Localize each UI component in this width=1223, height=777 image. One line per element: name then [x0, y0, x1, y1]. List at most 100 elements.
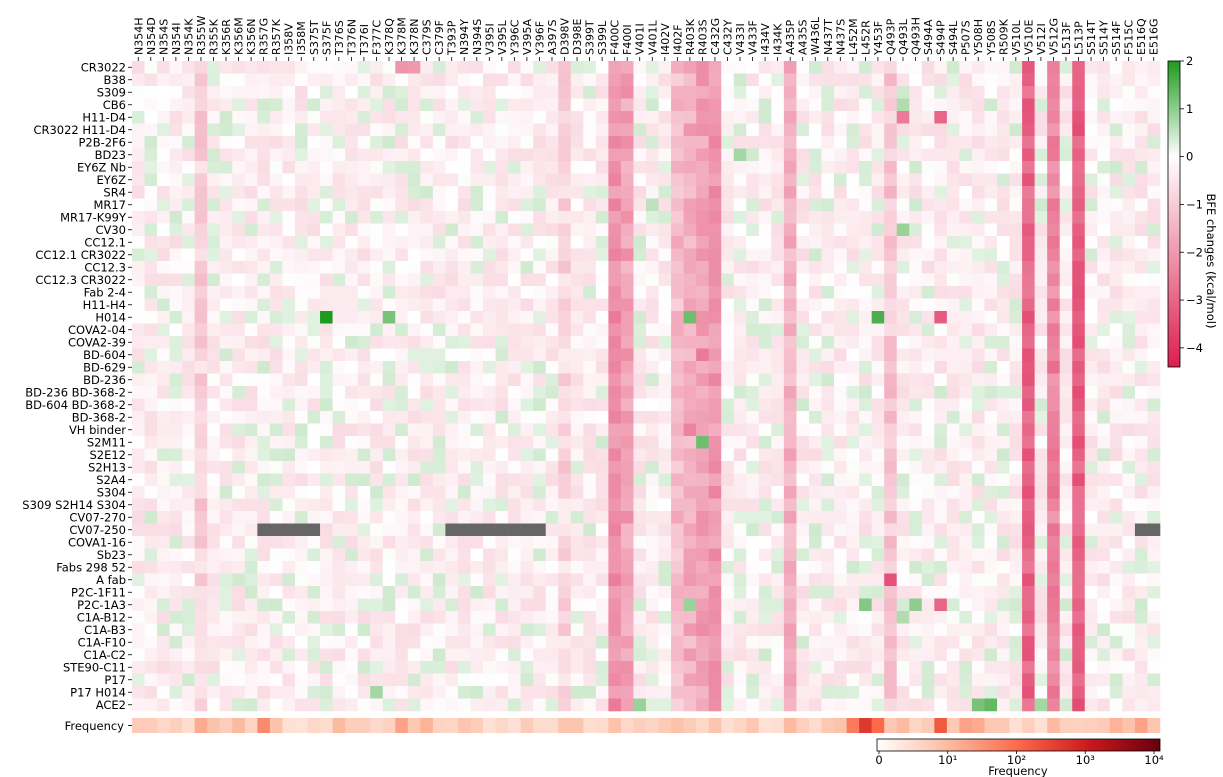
heatmap-cell — [395, 661, 409, 674]
heatmap-cell — [470, 336, 484, 349]
heatmap-cell — [771, 536, 785, 549]
heatmap-cell — [1109, 486, 1123, 499]
heatmap-cell — [721, 661, 735, 674]
heatmap-cell — [307, 211, 321, 224]
heatmap-cell — [997, 561, 1010, 574]
heatmap-cell — [921, 486, 935, 499]
heatmap-cell — [182, 161, 195, 174]
heatmap-cell — [1072, 298, 1086, 312]
heatmap-cell — [583, 636, 597, 649]
heatmap-cell — [1122, 473, 1136, 487]
heatmap-cell — [633, 323, 647, 337]
heatmap-cell — [746, 698, 760, 712]
heatmap-cell — [395, 323, 409, 337]
heatmap-cell — [269, 398, 283, 412]
heatmap-cell — [1047, 236, 1061, 249]
heatmap-cell — [357, 248, 371, 262]
heatmap-cell — [1034, 661, 1048, 674]
heatmap-cell — [219, 511, 233, 524]
heatmap-cell — [1084, 673, 1098, 687]
heatmap-cell — [194, 548, 208, 562]
heatmap-cell — [407, 173, 421, 187]
heatmap-cell — [244, 311, 258, 324]
heatmap-cell — [1009, 223, 1023, 237]
heatmap-cell — [157, 436, 170, 449]
heatmap-cell — [345, 148, 358, 162]
heatmap-cell — [959, 323, 973, 337]
heatmap-cell — [884, 511, 898, 524]
heatmap-cell — [244, 223, 258, 237]
column-label: N354I — [170, 23, 183, 55]
heatmap-cell — [1072, 623, 1086, 637]
heatmap-cell — [483, 336, 496, 349]
heatmap-cell — [1047, 473, 1061, 487]
heatmap-cell — [846, 173, 860, 187]
heatmap-cell — [320, 361, 333, 374]
heatmap-cell — [595, 61, 609, 74]
heatmap-cell — [859, 548, 872, 562]
heatmap-cell — [432, 573, 446, 587]
heatmap-cell — [633, 161, 647, 174]
column-label: I402V — [659, 23, 672, 55]
heatmap-cell — [445, 211, 459, 224]
heatmap-cell — [144, 136, 158, 149]
heatmap-cell — [608, 186, 622, 199]
heatmap-cell — [934, 648, 948, 662]
heatmap-cell — [871, 323, 885, 337]
heatmap-cell — [132, 298, 145, 312]
heatmap-cell — [169, 648, 183, 662]
heatmap-cell — [1047, 673, 1061, 687]
row-label: C1A-B12 — [77, 610, 126, 624]
heatmap-cell — [633, 286, 647, 299]
heatmap-cell — [997, 323, 1010, 337]
heatmap-cell — [307, 636, 321, 649]
heatmap-cell — [558, 386, 572, 399]
heatmap-cell — [595, 423, 609, 437]
heatmap-cell — [269, 486, 283, 499]
heatmap-cell — [1147, 98, 1161, 112]
heatmap-cell — [921, 648, 935, 662]
frequency-cell — [570, 718, 584, 733]
heatmap-cell — [583, 336, 597, 349]
heatmap-cell — [633, 186, 647, 199]
heatmap-cell — [1134, 623, 1148, 637]
heatmap-cell — [733, 161, 747, 174]
column-label: S399L — [596, 20, 609, 55]
heatmap-cell — [846, 161, 860, 174]
heatmap-cell — [733, 173, 747, 187]
heatmap-cell — [257, 486, 271, 499]
heatmap-cell — [1122, 673, 1136, 687]
heatmap-cell — [457, 673, 471, 687]
heatmap-cell — [620, 486, 634, 499]
heatmap-cell — [545, 398, 559, 412]
heatmap-cell — [1084, 73, 1098, 87]
heatmap-cell — [207, 698, 221, 712]
heatmap-cell — [1147, 686, 1161, 699]
frequency-cell — [633, 718, 647, 733]
heatmap-cell — [244, 173, 258, 187]
heatmap-cell — [1072, 398, 1086, 412]
heatmap-cell — [1047, 561, 1061, 574]
heatmap-cell — [658, 561, 672, 574]
heatmap-cell — [320, 261, 333, 274]
heatmap-cell — [345, 461, 358, 474]
heatmap-cell — [620, 148, 634, 162]
heatmap-cell — [483, 698, 496, 712]
heatmap-cell — [1059, 236, 1073, 249]
heatmap-cell — [332, 61, 346, 74]
heatmap-cell — [1134, 173, 1148, 187]
heatmap-cell — [395, 361, 409, 374]
heatmap-cell — [658, 73, 672, 87]
heatmap-cell — [1034, 461, 1048, 474]
heatmap-cell — [257, 436, 271, 449]
heatmap-cell — [896, 473, 910, 487]
column-label: R357K — [270, 18, 283, 55]
heatmap-cell — [345, 61, 358, 74]
heatmap-cell — [345, 586, 358, 599]
heatmap-cell — [1084, 286, 1098, 299]
heatmap-cell — [407, 636, 421, 649]
heatmap-cell — [382, 623, 396, 637]
heatmap-cell — [808, 536, 822, 549]
heatmap-cell — [921, 73, 935, 87]
heatmap-cell — [407, 586, 421, 599]
